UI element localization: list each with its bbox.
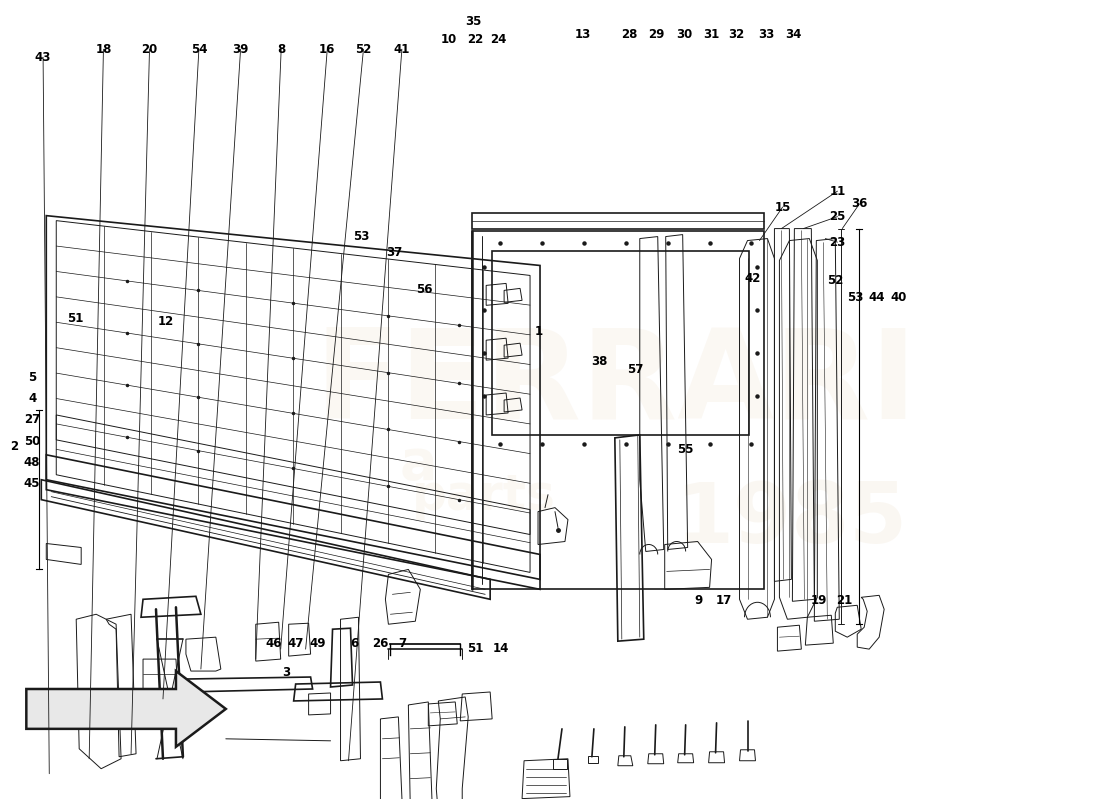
Text: 14: 14 bbox=[493, 642, 509, 655]
Text: 26: 26 bbox=[372, 637, 388, 650]
Text: 38: 38 bbox=[591, 355, 607, 368]
Text: 40: 40 bbox=[891, 291, 908, 305]
Text: 42: 42 bbox=[745, 272, 761, 286]
Text: 15: 15 bbox=[774, 201, 791, 214]
Text: 13: 13 bbox=[575, 28, 591, 42]
Text: 24: 24 bbox=[491, 33, 507, 46]
Text: 34: 34 bbox=[785, 28, 802, 42]
Text: 19: 19 bbox=[811, 594, 827, 607]
Text: 27: 27 bbox=[24, 414, 41, 426]
Text: 46: 46 bbox=[265, 637, 282, 650]
Text: 52: 52 bbox=[827, 274, 844, 287]
Text: 6: 6 bbox=[351, 637, 359, 650]
Text: 31: 31 bbox=[703, 28, 719, 42]
Text: 48: 48 bbox=[24, 456, 41, 469]
Text: 43: 43 bbox=[35, 50, 52, 64]
Polygon shape bbox=[26, 671, 226, 746]
Text: 57: 57 bbox=[627, 363, 644, 376]
Text: 53: 53 bbox=[353, 230, 370, 243]
Text: 20: 20 bbox=[142, 42, 157, 56]
Text: 22: 22 bbox=[468, 33, 484, 46]
Text: 51: 51 bbox=[67, 312, 84, 325]
Text: FERRARI: FERRARI bbox=[315, 323, 917, 445]
Text: 39: 39 bbox=[232, 42, 249, 56]
Text: 7: 7 bbox=[398, 637, 406, 650]
Text: 45: 45 bbox=[24, 478, 41, 490]
Text: a: a bbox=[399, 437, 437, 490]
Text: parts: parts bbox=[412, 472, 557, 520]
Text: 28: 28 bbox=[620, 28, 637, 42]
Text: 10: 10 bbox=[441, 33, 458, 46]
Text: 12: 12 bbox=[157, 315, 174, 328]
Text: 56: 56 bbox=[416, 283, 432, 297]
Text: 49: 49 bbox=[309, 637, 326, 650]
Text: 36: 36 bbox=[851, 198, 868, 210]
Text: 41: 41 bbox=[394, 42, 410, 56]
Text: 17: 17 bbox=[715, 594, 732, 607]
Text: 11: 11 bbox=[829, 185, 846, 198]
Text: 51: 51 bbox=[468, 642, 484, 655]
Text: 29: 29 bbox=[648, 28, 664, 42]
Text: 1985: 1985 bbox=[675, 479, 908, 560]
Text: 5: 5 bbox=[28, 371, 36, 384]
Text: 50: 50 bbox=[24, 435, 41, 448]
Text: 18: 18 bbox=[96, 42, 111, 56]
Text: 4: 4 bbox=[28, 392, 36, 405]
Text: 21: 21 bbox=[836, 594, 852, 607]
Text: 8: 8 bbox=[277, 42, 285, 56]
Text: 16: 16 bbox=[319, 42, 336, 56]
Text: 3: 3 bbox=[283, 666, 290, 679]
Text: 9: 9 bbox=[694, 594, 702, 607]
Text: 30: 30 bbox=[675, 28, 692, 42]
Text: 32: 32 bbox=[728, 28, 745, 42]
Text: 54: 54 bbox=[190, 42, 207, 56]
Text: 25: 25 bbox=[829, 210, 846, 223]
Text: 33: 33 bbox=[758, 28, 774, 42]
Text: 52: 52 bbox=[355, 42, 372, 56]
Text: 23: 23 bbox=[829, 236, 846, 249]
Text: 35: 35 bbox=[465, 15, 482, 28]
Text: 47: 47 bbox=[287, 637, 304, 650]
Text: 37: 37 bbox=[386, 246, 403, 259]
Text: 44: 44 bbox=[869, 291, 886, 305]
Text: 53: 53 bbox=[847, 291, 864, 305]
Text: 2: 2 bbox=[11, 440, 19, 453]
Text: 1: 1 bbox=[535, 325, 543, 338]
Text: 55: 55 bbox=[676, 443, 693, 456]
